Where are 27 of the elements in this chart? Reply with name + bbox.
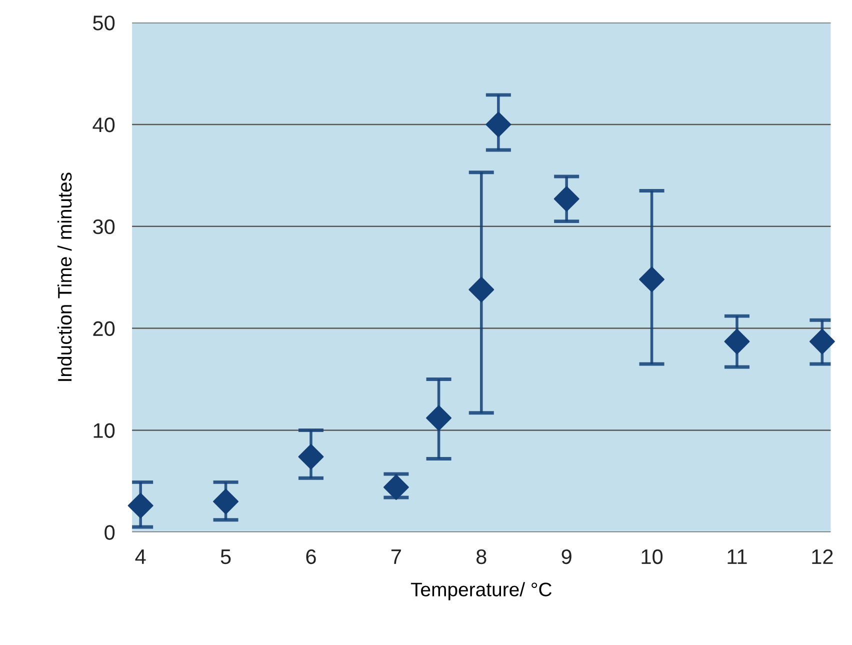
x-tick-label: 12 — [812, 549, 833, 564]
y-tick-label: 10 — [94, 423, 115, 438]
y-tick-label: 0 — [104, 525, 115, 540]
y-tick-label: 50 — [93, 16, 115, 30]
point — [809, 328, 835, 354]
y-tick-label: 20 — [93, 321, 115, 336]
x-tick-label: 6 — [306, 549, 316, 564]
x-tick-label: 10 — [642, 549, 663, 564]
x-tick-label: 5 — [220, 550, 231, 564]
point — [298, 444, 324, 470]
x-tick-label: 9 — [562, 549, 572, 564]
y-axis-title: Induction Time / minutes — [57, 172, 72, 381]
point — [554, 186, 580, 212]
x-tick-label: 4 — [135, 550, 146, 564]
x-tick-label: 7 — [391, 550, 401, 564]
y-tick-label: 40 — [92, 117, 115, 132]
x-axis-title: Temperature/ °C — [410, 582, 552, 600]
x-tick-label: 11 — [728, 550, 747, 564]
y-tick-label: 30 — [93, 219, 115, 234]
point — [426, 405, 452, 431]
point — [486, 112, 512, 138]
point — [213, 488, 239, 514]
point — [468, 276, 494, 302]
x-tick-label: 8 — [476, 549, 486, 564]
point — [639, 266, 665, 292]
point — [128, 492, 154, 518]
point — [724, 328, 750, 354]
